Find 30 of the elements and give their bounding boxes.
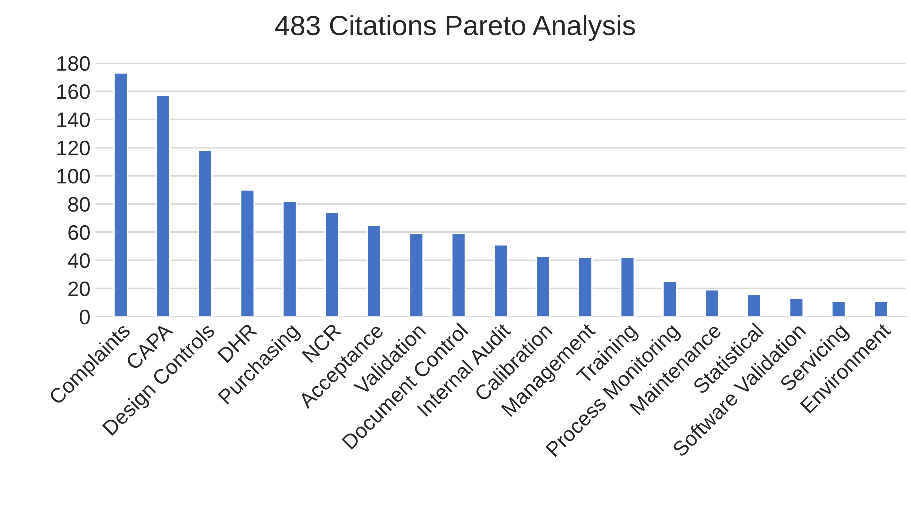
bar [282, 200, 298, 317]
y-tick-label: 160 [58, 84, 90, 100]
bar [366, 224, 382, 317]
bar [874, 300, 889, 317]
bar [409, 233, 424, 317]
y-tick-label: 120 [58, 140, 90, 156]
bar [114, 72, 128, 317]
bar [324, 212, 340, 317]
bar [198, 150, 213, 317]
bar [704, 289, 720, 317]
bar [662, 280, 678, 317]
y-tick-label: 60 [68, 225, 90, 240]
chart-title: 483 Citations Pareto Analysis [275, 15, 636, 42]
y-tick-label: 20 [68, 282, 90, 296]
y-tick-label: 100 [58, 169, 90, 184]
bar [156, 95, 171, 317]
bar [578, 257, 593, 317]
bar [831, 300, 846, 317]
y-tick-label: 80 [68, 197, 90, 212]
y-tick-label: 140 [58, 112, 90, 128]
bar [620, 257, 636, 317]
bar [240, 189, 256, 317]
bar [536, 256, 551, 317]
y-tick-label: 180 [58, 56, 90, 72]
bar [494, 244, 508, 317]
bar [451, 233, 466, 317]
bar [746, 294, 762, 317]
y-tick-label: 0 [80, 310, 90, 325]
bar [789, 298, 804, 317]
y-tick-label: 40 [68, 254, 90, 268]
